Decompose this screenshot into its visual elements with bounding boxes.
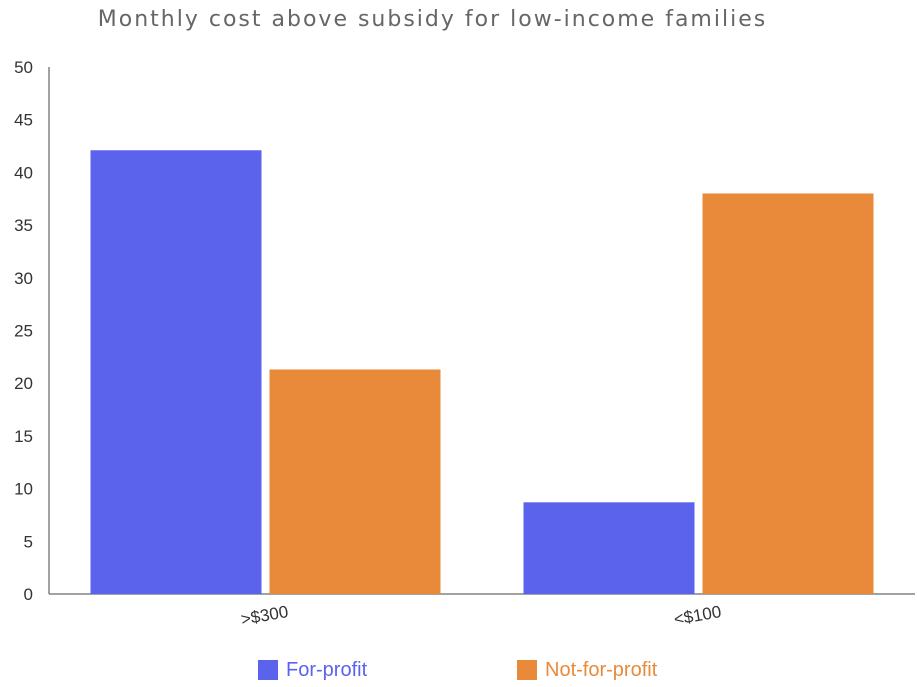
y-tick-label: 15 xyxy=(14,427,33,446)
y-tick-label: 35 xyxy=(14,216,33,235)
y-tick-label: 30 xyxy=(14,269,33,288)
bar-chart-plot: 0 5 10 15 20 25 30 35 40 45 50 >$300 <$100 xyxy=(14,58,915,629)
bar-for-profit-1 xyxy=(90,150,262,595)
bar-not-for-profit-2 xyxy=(702,193,874,595)
bar-not-for-profit-1 xyxy=(269,369,441,594)
x-tick-label: <$100 xyxy=(672,602,722,629)
x-tick-label: >$300 xyxy=(239,602,289,629)
y-tick-label: 45 xyxy=(14,111,33,130)
y-tick-label: 25 xyxy=(14,322,33,341)
y-tick-label: 10 xyxy=(14,480,33,499)
chart-title: Monthly cost above subsidy for low-incom… xyxy=(97,7,768,32)
legend-label-for-profit: For-profit xyxy=(286,658,368,681)
legend-swatch-not-for-profit xyxy=(517,660,537,680)
y-tick-label: 20 xyxy=(14,374,33,393)
y-tick-label: 0 xyxy=(24,585,33,604)
chart-legend: For-profit Not-for-profit xyxy=(0,656,917,684)
legend-label-not-for-profit: Not-for-profit xyxy=(545,658,658,681)
y-tick-label: 5 xyxy=(24,532,33,551)
bar-for-profit-2 xyxy=(523,502,695,594)
y-tick-label: 40 xyxy=(14,163,33,182)
y-tick-label: 50 xyxy=(14,58,33,77)
legend-item-not-for-profit: Not-for-profit xyxy=(517,656,657,684)
legend-swatch-for-profit xyxy=(258,660,278,680)
legend-item-for-profit: For-profit xyxy=(258,656,367,684)
